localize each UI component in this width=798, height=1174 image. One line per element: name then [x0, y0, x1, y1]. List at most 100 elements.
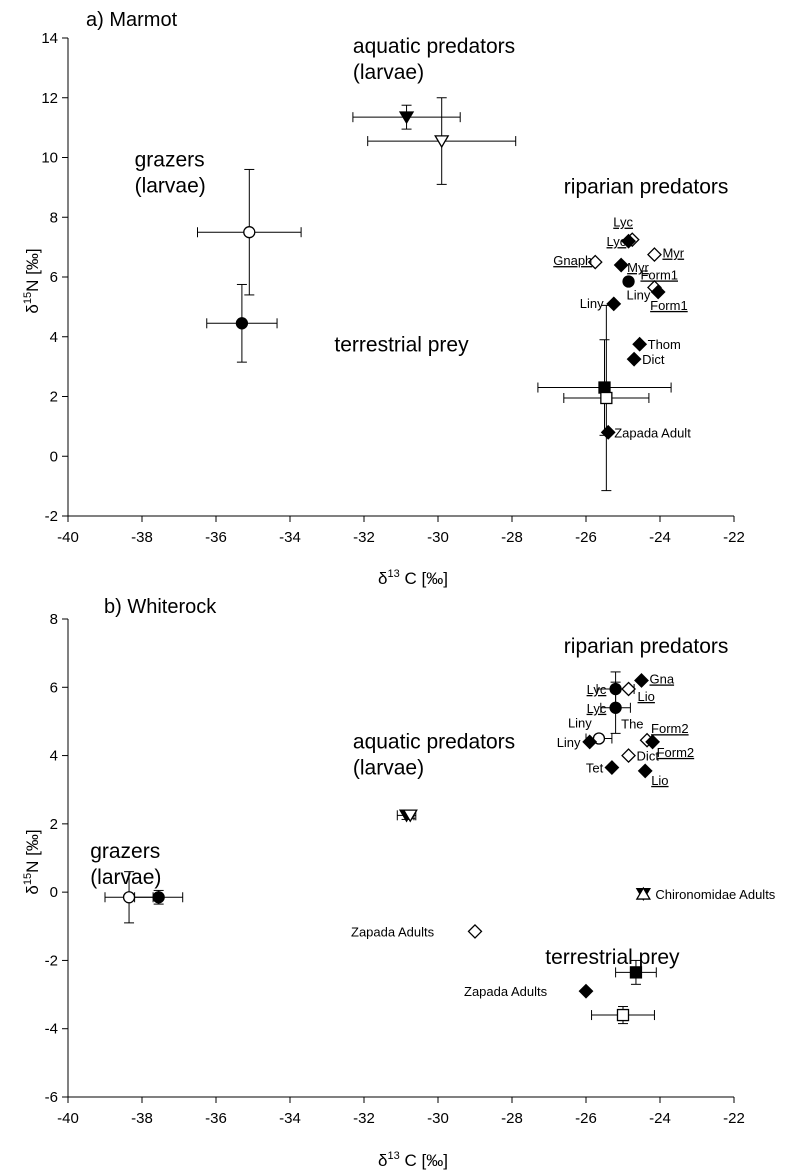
x-tick-label: -32 [353, 1110, 375, 1127]
y-tick-label: 12 [41, 90, 58, 107]
group-label: (larvae) [353, 61, 424, 84]
y-tick-label: 0 [50, 884, 58, 901]
x-tick-label: -30 [427, 529, 449, 546]
point-label: Lyc [587, 701, 607, 716]
data-point-square [616, 1008, 630, 1022]
chart-title: a) Marmot [86, 9, 178, 31]
point-label: Myr [627, 260, 649, 275]
group-label: terrestrial prey [545, 946, 680, 969]
point-label: Zapada Adults [464, 984, 548, 999]
chart-title: b) Whiterock [104, 596, 217, 618]
x-tick-label: -34 [279, 529, 301, 546]
group-label: grazers [135, 148, 205, 171]
x-tick-label: -24 [649, 1110, 671, 1127]
x-tick-label: -28 [501, 529, 523, 546]
data-point-diamond [582, 734, 598, 750]
data-point-diamond [621, 681, 636, 697]
x-tick-label: -26 [575, 1110, 597, 1127]
y-tick-label: -2 [45, 508, 58, 525]
x-tick-label: -40 [57, 1110, 79, 1127]
data-point-square [598, 381, 611, 394]
group-label: (larvae) [90, 866, 161, 889]
panel-marmot: -40 -38 -36 -34 -32 -30 -28 -26 -24 -22 -2 0 2 4 6 8 10 1… [22, 9, 745, 588]
y-tick-label: -4 [45, 1021, 58, 1038]
x-tick-label: -36 [205, 1110, 227, 1127]
y-tick-label: 4 [50, 748, 58, 765]
x-tick-label: -38 [131, 1110, 153, 1127]
y-tick-label: -6 [45, 1089, 58, 1106]
data-point-diamond [621, 233, 636, 249]
group-label: (larvae) [135, 174, 206, 197]
group-label: riparian predators [564, 635, 729, 658]
point-label: Thom [648, 337, 681, 352]
point-label: Dict [642, 352, 665, 367]
data-point-diamond [587, 254, 603, 270]
data-point-diamond [621, 748, 636, 763]
y-tick-label: -2 [45, 952, 58, 969]
point-label: Liny [568, 716, 592, 731]
data-point-circle [609, 701, 622, 714]
point-label: Lyc [587, 682, 607, 697]
x-tick-label: -26 [575, 529, 597, 546]
y-tick-label: 6 [50, 269, 58, 286]
x-tick-label: -34 [279, 1110, 301, 1127]
point-label: Liny [580, 296, 604, 311]
x-tick-label: -32 [353, 529, 375, 546]
point-label: Gna [650, 671, 675, 686]
data-point-circle [152, 891, 165, 904]
data-point-circle [622, 275, 635, 288]
x-tick-label: -22 [723, 529, 745, 546]
y-tick-label: 2 [50, 389, 58, 406]
x-tick-label: -30 [427, 1110, 449, 1127]
data-point-triangle-down [434, 135, 450, 149]
data-point-diamond [626, 351, 642, 367]
point-label: Myr [662, 246, 684, 261]
point-label: Form2 [651, 721, 689, 736]
point-label: Liny [557, 735, 581, 750]
group-label: grazers [90, 840, 160, 863]
data-point-diamond [606, 296, 622, 312]
data-point-diamond [467, 923, 483, 939]
y-tick-label: 8 [50, 209, 58, 226]
point-label: Dict [637, 749, 660, 764]
y-axis-label: δ15N [‰] [22, 248, 42, 313]
point-label: Tet [586, 761, 604, 776]
group-label: aquatic predators [353, 731, 515, 754]
x-tick-label: -40 [57, 529, 79, 546]
point-label: Gnaph [553, 253, 592, 268]
data-point-diamond [632, 336, 648, 352]
point-label: The [621, 716, 643, 731]
y-tick-label: 14 [41, 30, 58, 47]
x-tick-label: -22 [723, 1110, 745, 1127]
data-point-circle [243, 226, 256, 239]
data-point-diamond [613, 257, 629, 273]
group-label: (larvae) [353, 757, 424, 780]
y-tick-label: 6 [50, 679, 58, 696]
data-point-diamond [637, 763, 653, 779]
data-point-circle [235, 317, 249, 330]
data-point-triangle-up [635, 886, 651, 900]
data-point-square [629, 966, 643, 979]
data-point-diamond [604, 760, 620, 775]
data-point-diamond [645, 734, 661, 750]
data-point-diamond [634, 673, 649, 688]
y-axis-label: δ15N [‰] [22, 829, 42, 894]
point-label: Lyc [613, 215, 633, 230]
point-label: Form2 [657, 745, 695, 760]
data-point-triangle-down [402, 809, 418, 823]
data-point-diamond [578, 983, 594, 999]
point-label: Lio [651, 773, 668, 788]
x-tick-label: -24 [649, 529, 671, 546]
y-tick-label: 0 [50, 448, 58, 465]
x-axis-label: δ13 C [‰] [378, 1150, 448, 1170]
point-label: Zapada Adults [351, 924, 435, 939]
point-label: Chironomidae Adults [655, 887, 775, 902]
point-label: Form1 [640, 267, 678, 282]
data-point-diamond [647, 247, 662, 263]
data-point-diamond [650, 284, 666, 300]
x-tick-label: -28 [501, 1110, 523, 1127]
x-axis-label: δ13 C [‰] [378, 568, 448, 588]
data-point-square [600, 391, 613, 405]
data-point-circle [609, 682, 622, 696]
